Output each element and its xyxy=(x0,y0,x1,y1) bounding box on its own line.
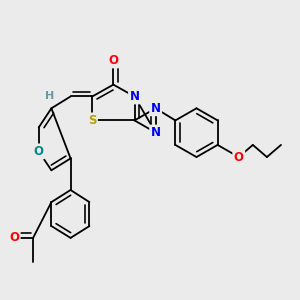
Text: O: O xyxy=(108,54,118,67)
Text: O: O xyxy=(234,151,244,164)
Text: N: N xyxy=(151,126,160,139)
Text: N: N xyxy=(151,102,160,115)
Text: N: N xyxy=(130,90,140,103)
Text: H: H xyxy=(45,92,55,101)
Text: S: S xyxy=(88,114,97,127)
Text: O: O xyxy=(34,145,44,158)
Text: O: O xyxy=(9,231,19,244)
